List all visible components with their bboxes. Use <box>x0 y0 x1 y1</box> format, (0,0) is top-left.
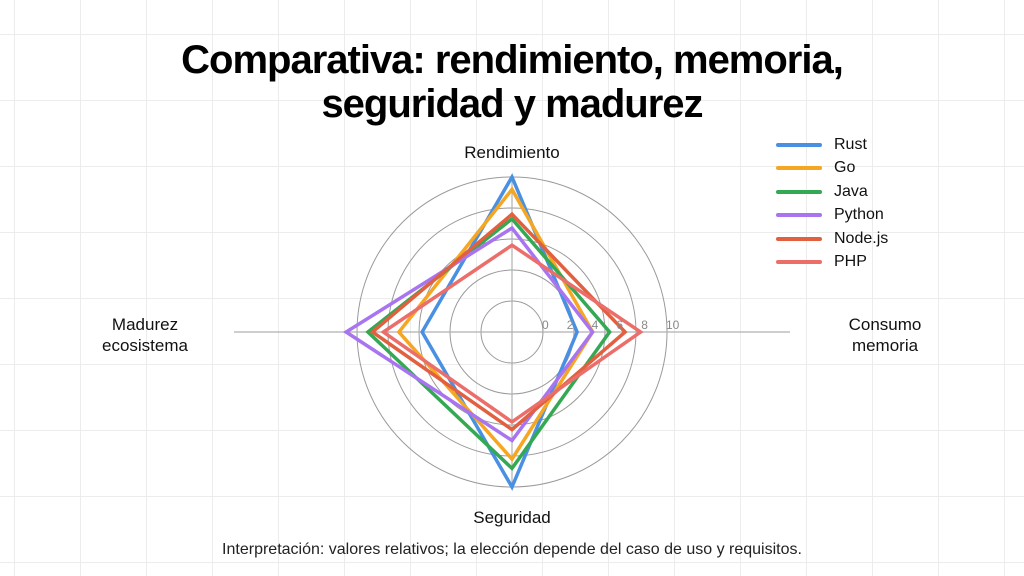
legend-label: Python <box>834 206 884 224</box>
axis-label-madurez-ecosistema: Madurez ecosistema <box>80 314 210 356</box>
legend: Rust Go Java Python Node.js PHP <box>776 133 976 274</box>
axis-label-consumo-memoria: Consumo memoria <box>820 314 950 356</box>
footnote: Interpretación: valores relativos; la el… <box>222 541 802 558</box>
radar-tick-label: 4 <box>592 318 599 332</box>
legend-item-python[interactable]: Python <box>776 204 976 228</box>
chart-title-line-2: seguridad y madurez <box>321 82 703 126</box>
radar-series <box>342 173 644 491</box>
axis-label-line: Madurez <box>111 315 179 334</box>
legend-item-go[interactable]: Go <box>776 157 976 181</box>
axis-label-line: Rendimiento <box>464 143 560 162</box>
radar-tick-labels: 0 2 4 6 8 10 <box>542 318 680 332</box>
legend-label: Java <box>834 182 868 200</box>
legend-swatch <box>776 236 822 241</box>
legend-label: Go <box>834 159 856 177</box>
legend-label: Node.js <box>834 229 889 247</box>
legend-swatch <box>776 189 822 194</box>
radar-tick-label: 0 <box>542 318 549 332</box>
legend-swatch <box>776 213 822 218</box>
legend-item-nodejs[interactable]: Node.js <box>776 227 976 251</box>
radar-series-python <box>342 225 595 443</box>
legend-swatch <box>776 142 822 147</box>
axis-label-line: Seguridad <box>473 508 551 527</box>
axis-label-line: memoria <box>851 336 919 355</box>
legend-item-java[interactable]: Java <box>776 180 976 204</box>
legend-item-php[interactable]: PHP <box>776 251 976 275</box>
chart-title-line-1: Comparativa: rendimiento, memoria, <box>181 38 844 82</box>
legend-item-rust[interactable]: Rust <box>776 133 976 157</box>
axis-label-rendimiento: Rendimiento <box>412 142 612 163</box>
radar-tick-label: 6 <box>616 318 623 332</box>
legend-swatch <box>776 260 822 265</box>
radar-tick-label: 10 <box>666 318 680 332</box>
radar-tick-label: 2 <box>567 318 574 332</box>
legend-label: PHP <box>834 253 867 271</box>
chart-title: Comparativa: rendimiento, memoria, segur… <box>0 38 1024 126</box>
radar-series-php <box>380 243 644 425</box>
axis-label-line: ecosistema <box>102 336 188 355</box>
legend-swatch <box>776 166 822 171</box>
legend-label: Rust <box>834 135 867 153</box>
radar-series-rust <box>420 173 579 491</box>
axis-label-seguridad: Seguridad <box>412 507 612 528</box>
axis-label-line: Consumo <box>848 315 922 334</box>
radar-tick-label: 8 <box>641 318 648 332</box>
radar-series-nodejs <box>369 211 628 432</box>
radar-series-go <box>396 186 595 462</box>
